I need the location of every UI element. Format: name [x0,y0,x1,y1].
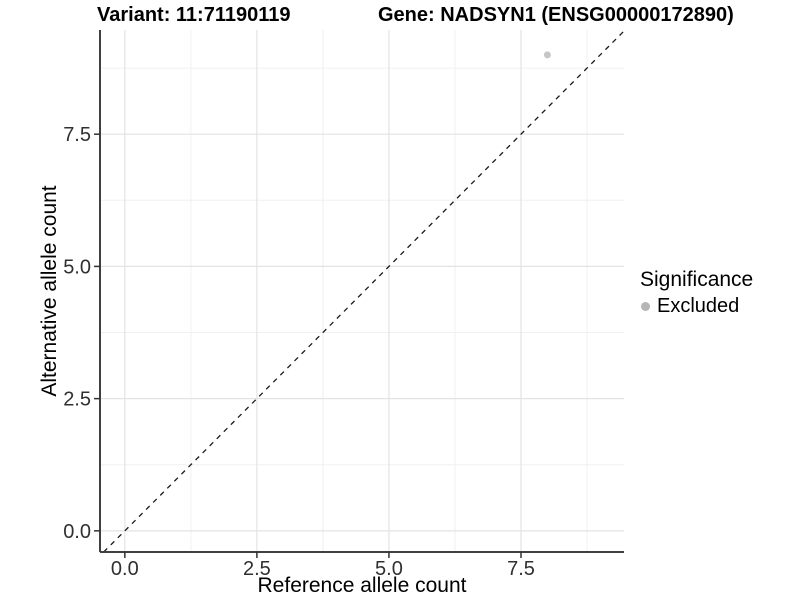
plot-title-gene: Gene: NADSYN1 (ENSG00000172890) [378,4,734,26]
identity-line [103,30,625,553]
x-tick-label: 7.5 [507,558,535,580]
legend: Significance Excluded [640,268,753,318]
legend-point-icon [641,302,650,311]
x-tick-label: 5.0 [375,558,403,580]
y-axis-title: Alternative allele count [38,185,61,397]
data-point [543,51,551,59]
x-tick-label: 0.0 [111,558,139,580]
x-axis-title: Reference allele count [257,574,467,597]
legend-title: Significance [640,268,754,291]
y-tick-label: 5.0 [63,256,91,278]
plot-title-variant: Variant: 11:71190119 [97,4,291,26]
y-tick-label: 7.5 [63,124,91,146]
y-tick-label: 0.0 [63,521,91,543]
legend-item-label: Excluded [657,295,740,317]
x-tick-label: 2.5 [243,558,271,580]
legend-item-excluded: Excluded [640,295,753,318]
y-tick-label: 2.5 [63,389,91,411]
